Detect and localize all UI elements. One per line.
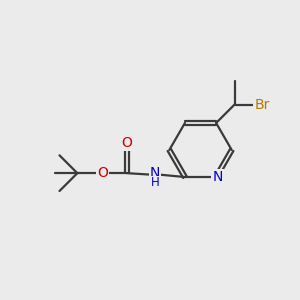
Text: O: O	[97, 166, 108, 180]
Text: H: H	[151, 176, 160, 190]
Text: O: O	[122, 136, 132, 150]
Text: N: N	[212, 170, 223, 184]
Text: N: N	[150, 166, 160, 180]
Text: Br: Br	[254, 98, 270, 112]
